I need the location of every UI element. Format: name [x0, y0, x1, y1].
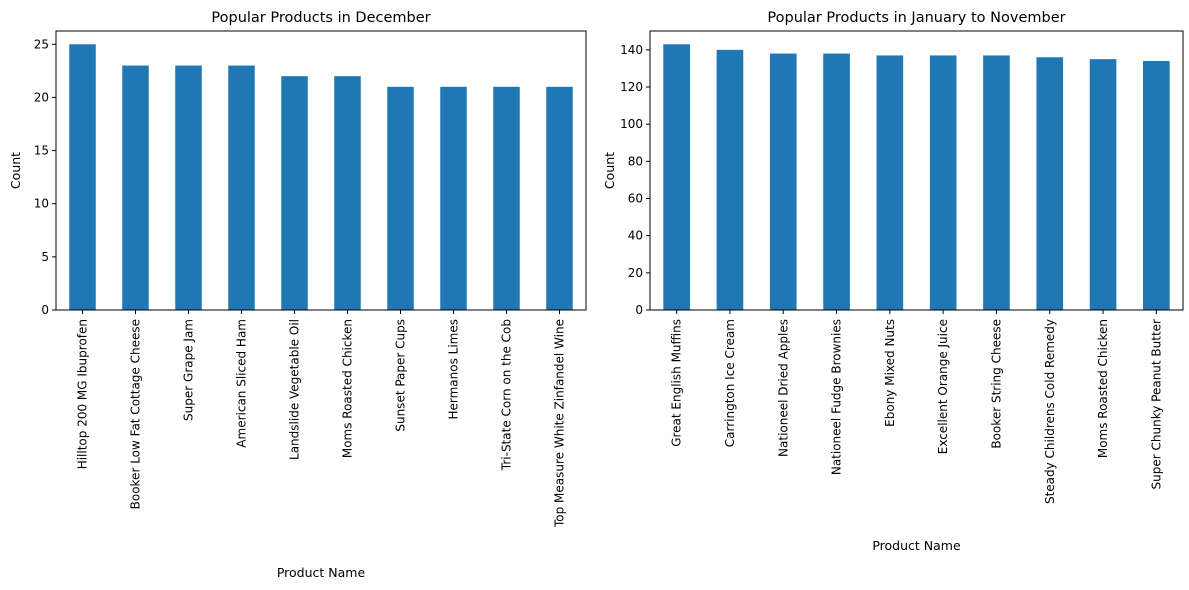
x-axis-label: Product Name [872, 538, 961, 553]
x-tick-label: Nationeel Fudge Brownies [830, 319, 844, 475]
y-tick-label: 60 [628, 192, 643, 206]
y-tick-label: 100 [620, 117, 643, 131]
bar [387, 86, 414, 310]
x-tick-label: Steady Childrens Cold Remedy [1043, 319, 1057, 504]
bar [1143, 61, 1170, 311]
bar [1036, 57, 1064, 310]
plot-frame [649, 30, 1184, 311]
y-tick-label: 10 [34, 197, 49, 211]
x-tick-label: Great English Muffins [670, 319, 684, 447]
chart-december: Popular Products in December Product Nam… [8, 10, 587, 580]
y-tick-label: 120 [620, 80, 643, 94]
x-tick-label: Sunset Paper Cups [394, 319, 408, 432]
plot-frame [55, 30, 587, 311]
y-tick-label: 15 [34, 144, 49, 158]
y-tick-label: 5 [41, 250, 49, 264]
bar [983, 55, 1010, 310]
y-tick-label: 40 [628, 229, 643, 243]
x-tick-label: Hilltop 200 MG Ibuprofen [76, 319, 90, 469]
x-tick-label: American Sliced Ham [235, 319, 249, 448]
bar [1089, 59, 1117, 310]
bar [281, 76, 308, 311]
x-tick-label: Tri-State Corn on the Cob [500, 319, 514, 471]
y-axis-label: Count [8, 152, 23, 189]
x-tick-label: Landslide Vegetable Oil [288, 319, 302, 460]
bar [122, 65, 149, 311]
x-tick-label: Booker String Cheese [989, 319, 1003, 449]
x-tick-label: Carrington Ice Cream [723, 319, 737, 447]
x-ticks: Great English Muffins Carrington Ice Crea… [670, 310, 1163, 504]
bars [69, 44, 573, 311]
bar [334, 76, 361, 311]
y-tick-label: 0 [41, 303, 49, 317]
bar [663, 44, 690, 311]
y-tick-label: 80 [628, 154, 643, 168]
y-ticks: 0 20 40 60 80 100 120 140 [620, 43, 650, 317]
bar [769, 53, 797, 311]
bar [546, 86, 573, 310]
chart-title: Popular Products in December [211, 10, 430, 26]
x-tick-label: Moms Roasted Chicken [1096, 319, 1110, 458]
y-axis-label: Count [602, 152, 617, 189]
x-tick-label: Hermanos Limes [447, 319, 461, 420]
bar [823, 53, 850, 311]
x-tick-label: Excellent Orange Juice [936, 319, 950, 454]
x-axis-label: Product Name [277, 565, 366, 580]
bar [440, 86, 467, 310]
x-tick-label: Nationeel Dried Apples [776, 319, 790, 457]
x-tick-label: Moms Roasted Chicken [341, 319, 355, 458]
x-tick-label: Super Chunky Peanut Butter [1149, 319, 1163, 490]
x-ticks: Hilltop 200 MG Ibuprofen Booker Low Fat C… [76, 310, 567, 528]
bar [716, 49, 744, 310]
bar [876, 55, 904, 310]
bar [69, 44, 96, 311]
chart-title: Popular Products in January to November [767, 10, 1065, 26]
bar [493, 86, 520, 310]
y-tick-label: 20 [34, 90, 49, 104]
x-tick-label: Ebony Mixed Nuts [883, 319, 897, 427]
bar [175, 65, 202, 311]
y-tick-label: 20 [628, 266, 643, 280]
bar [228, 65, 255, 311]
x-tick-label: Top Measure White Zinfandel Wine [553, 319, 567, 528]
chart-january-to-november: Popular Products in January to November … [602, 10, 1184, 553]
y-tick-label: 25 [34, 37, 49, 51]
x-tick-label: Super Grape Jam [182, 319, 196, 421]
bars [663, 44, 1170, 311]
bar [929, 55, 957, 310]
x-tick-label: Booker Low Fat Cottage Cheese [129, 319, 143, 509]
y-tick-label: 0 [635, 303, 643, 317]
y-tick-label: 140 [620, 43, 643, 57]
y-ticks: 0 5 10 15 20 25 [34, 37, 56, 317]
